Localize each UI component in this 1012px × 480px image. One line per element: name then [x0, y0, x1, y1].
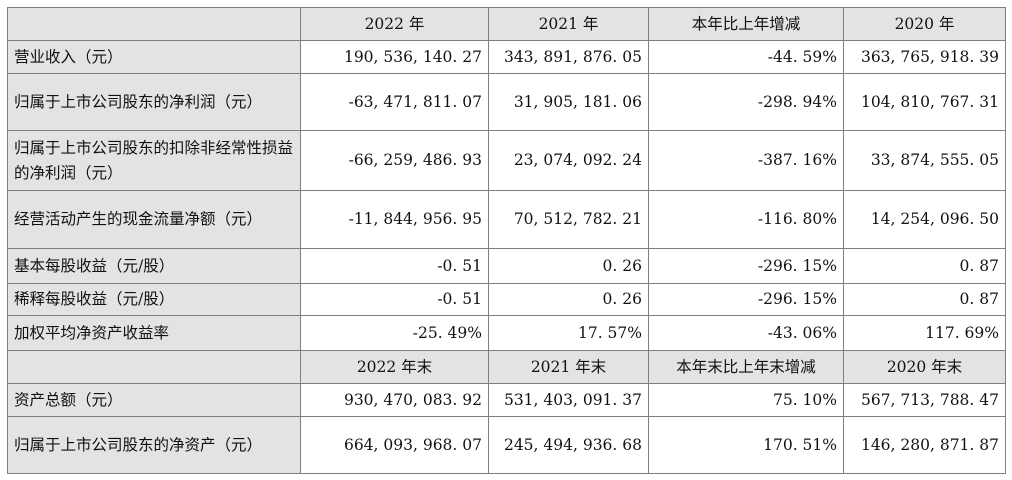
value-cell: 0. 26: [488, 283, 649, 316]
value-cell: 0. 87: [843, 248, 1006, 284]
value-cell: 664, 093, 968. 07: [300, 416, 489, 474]
value-cell: 930, 470, 083. 92: [300, 383, 489, 417]
value-cell: -387. 16%: [648, 130, 844, 191]
value-cell: 23, 074, 092. 24: [488, 130, 649, 191]
data-row: 加权平均净资产收益率 -25. 49% 17. 57% -43. 06% 117. 69…: [7, 315, 1006, 351]
header-corner: [7, 350, 301, 384]
value-cell: 33, 874, 555. 05: [843, 130, 1006, 191]
row-label: 归属于上市公司股东的净利润（元）: [7, 73, 301, 131]
value-cell: -116. 80%: [648, 190, 844, 249]
value-cell: 567, 713, 788. 47: [843, 383, 1006, 417]
data-row: 经营活动产生的现金流量净额（元） -11, 844, 956. 95 70, 512…: [7, 190, 1006, 249]
value-cell: -0. 51: [300, 283, 489, 316]
header-cell: 2021 年末: [488, 350, 649, 384]
value-cell: -296. 15%: [648, 248, 844, 284]
value-cell: -43. 06%: [648, 315, 844, 351]
value-cell: -63, 471, 811. 07: [300, 73, 489, 131]
row-label: 资产总额（元）: [7, 383, 301, 417]
data-row: 稀释每股收益（元/股） -0. 51 0. 26 -296. 15% 0. 87: [7, 283, 1006, 316]
value-cell: 0. 26: [488, 248, 649, 284]
table-body: 2022 年 2021 年本年比上年增减 2020 年营业收入（元） 190, 536…: [7, 7, 1006, 474]
value-cell: 31, 905, 181. 06: [488, 73, 649, 131]
row-label: 经营活动产生的现金流量净额（元）: [7, 190, 301, 249]
value-cell: 117. 69%: [843, 315, 1006, 351]
value-cell: 14, 254, 096. 50: [843, 190, 1006, 249]
header-row: 2022 年末 2021 年末 本年末比上年末增减 2020 年末: [7, 350, 1006, 384]
data-row: 基本每股收益（元/股） -0. 51 0. 26 -296. 15% 0. 87: [7, 248, 1006, 284]
row-label: 归属于上市公司股东的净资产（元）: [7, 416, 301, 474]
value-cell: -11, 844, 956. 95: [300, 190, 489, 249]
financial-table: 2022 年 2021 年本年比上年增减 2020 年营业收入（元） 190, 536…: [7, 7, 1006, 474]
header-cell: 2021 年: [488, 7, 649, 41]
value-cell: 17. 57%: [488, 315, 649, 351]
header-cell: 本年末比上年末增减: [648, 350, 844, 384]
header-row: 2022 年 2021 年本年比上年增减 2020 年: [7, 7, 1006, 41]
header-cell: 2020 年: [843, 7, 1006, 41]
value-cell: 531, 403, 091. 37: [488, 383, 649, 417]
value-cell: -0. 51: [300, 248, 489, 284]
header-cell: 2022 年末: [300, 350, 489, 384]
row-label: 归属于上市公司股东的扣除非经常性损益的净利润（元）: [7, 130, 301, 191]
data-row: 营业收入（元） 190, 536, 140. 27 343, 891, 876. 0…: [7, 40, 1006, 74]
data-row: 资产总额（元） 930, 470, 083. 92 531, 403, 091. 3…: [7, 383, 1006, 417]
value-cell: 343, 891, 876. 05: [488, 40, 649, 74]
row-label: 加权平均净资产收益率: [7, 315, 301, 351]
value-cell: 75. 10%: [648, 383, 844, 417]
header-cell: 2020 年末: [843, 350, 1006, 384]
value-cell: -298. 94%: [648, 73, 844, 131]
value-cell: -25. 49%: [300, 315, 489, 351]
value-cell: 170. 51%: [648, 416, 844, 474]
row-label: 营业收入（元）: [7, 40, 301, 74]
header-cell: 2022 年: [300, 7, 489, 41]
value-cell: 245, 494, 936. 68: [488, 416, 649, 474]
value-cell: 190, 536, 140. 27: [300, 40, 489, 74]
value-cell: 0. 87: [843, 283, 1006, 316]
value-cell: 104, 810, 767. 31: [843, 73, 1006, 131]
data-row: 归属于上市公司股东的净利润（元） -63, 471, 811. 07 31, 905…: [7, 73, 1006, 131]
data-row: 归属于上市公司股东的扣除非经常性损益的净利润（元） -66, 259, 486. …: [7, 130, 1006, 191]
value-cell: 363, 765, 918. 39: [843, 40, 1006, 74]
value-cell: -66, 259, 486. 93: [300, 130, 489, 191]
value-cell: 146, 280, 871. 87: [843, 416, 1006, 474]
value-cell: 70, 512, 782. 21: [488, 190, 649, 249]
row-label: 稀释每股收益（元/股）: [7, 283, 301, 316]
row-label: 基本每股收益（元/股）: [7, 248, 301, 284]
value-cell: -44. 59%: [648, 40, 844, 74]
data-row: 归属于上市公司股东的净资产（元） 664, 093, 968. 07 245, 49…: [7, 416, 1006, 474]
value-cell: -296. 15%: [648, 283, 844, 316]
header-cell: 本年比上年增减: [648, 7, 844, 41]
header-corner: [7, 7, 301, 41]
